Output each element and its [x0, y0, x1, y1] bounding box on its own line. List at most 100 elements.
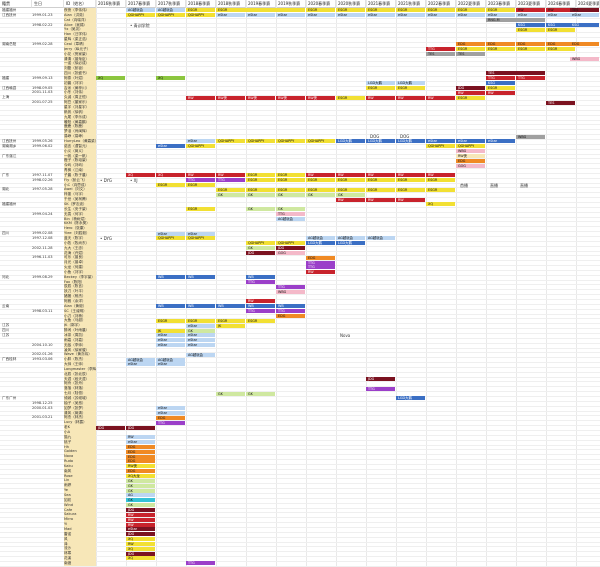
team-bar[interactable]: RW — [246, 299, 275, 304]
player-name-cell[interactable]: 暖阳（黄嘉鹏） — [64, 119, 96, 125]
team-bar[interactable]: eStar — [486, 139, 515, 144]
team-bar[interactable]: ESGR — [276, 173, 305, 178]
player-name-cell[interactable]: 月光（曾卓） — [64, 260, 96, 266]
team-bar[interactable]: ESGR — [366, 178, 395, 183]
team-bar[interactable]: AG超玩会 — [156, 8, 185, 13]
team-bar[interactable]: eStar — [426, 13, 455, 18]
team-bar[interactable]: WB — [246, 304, 275, 309]
team-bar[interactable]: eStar — [276, 13, 305, 18]
team-bar[interactable]: QGHAPPY — [246, 139, 275, 144]
birthday-cell[interactable]: 1998.02.26 — [32, 177, 53, 182]
team-bar[interactable]: ESGR — [546, 27, 575, 32]
region-cell[interactable]: 四川 — [2, 328, 10, 333]
region-cell[interactable]: 广西桂林 — [2, 357, 17, 362]
team-bar[interactable]: WB — [216, 304, 245, 309]
team-bar[interactable]: ESGR — [306, 187, 335, 192]
team-bar[interactable]: ESGR — [186, 207, 215, 212]
team-bar[interactable]: JDG — [126, 425, 155, 430]
column-header[interactable]: 2018秋季赛 — [216, 0, 246, 8]
player-name-cell[interactable]: 长生（安子豪） — [64, 206, 96, 212]
player-name-cell[interactable]: 易峥（易峥） — [64, 134, 96, 140]
team-bar[interactable]: RW — [186, 95, 215, 100]
player-name-cell[interactable]: 辰辰（陈言） — [64, 284, 96, 290]
team-bar[interactable]: ESGR — [246, 187, 275, 192]
birthday-cell[interactable]: 1997.11.07 — [32, 172, 53, 177]
birthday-cell[interactable]: 1998.09.05 — [32, 85, 53, 90]
team-bar[interactable]: GK — [216, 192, 245, 197]
team-bar[interactable]: RW — [366, 197, 395, 202]
region-cell[interactable]: 上海 — [2, 95, 10, 100]
player-name-cell[interactable]: 七月（陆恒） — [64, 391, 96, 397]
team-bar[interactable]: WBG — [276, 289, 305, 294]
player-name-cell[interactable]: 雨嘉（刘嘉） — [64, 337, 96, 343]
player-name-cell[interactable]: 妖刀（叶平） — [64, 289, 96, 295]
player-name-cell[interactable]: 凌风（徐家骏） — [64, 347, 96, 353]
player-name-cell[interactable]: Wave（黄亦炜） — [64, 352, 96, 358]
birthday-cell[interactable]: 1999.04.24 — [32, 211, 53, 216]
player-name-cell[interactable]: 阿泰（叶斌） — [64, 75, 96, 81]
team-bar[interactable]: EDG — [456, 158, 485, 163]
player-name-cell[interactable]: 小胖（陈杰） — [64, 357, 96, 363]
team-bar[interactable]: EDG — [306, 255, 335, 260]
team-bar[interactable]: ESGR — [366, 8, 395, 13]
team-bar[interactable]: JK — [216, 323, 245, 328]
region-cell[interactable]: 广东湛江 — [2, 153, 17, 158]
team-bar[interactable]: ESGR — [396, 86, 425, 90]
player-name-cell[interactable]: 冰茶（周凯） — [64, 332, 96, 338]
team-bar[interactable]: GK — [276, 207, 305, 212]
player-name-cell[interactable]: SK（罗志波） — [64, 202, 96, 207]
team-bar[interactable]: WB — [156, 304, 185, 309]
team-bar[interactable]: JDG — [366, 377, 395, 381]
player-name-cell[interactable]: 千世（吴柯腾） — [64, 197, 96, 203]
player-name-cell[interactable]: Alice（吴锦） — [64, 22, 96, 28]
region-cell[interactable]: 江西抚州 — [2, 138, 17, 143]
team-bar[interactable]: GK — [126, 488, 155, 493]
team-bar[interactable]: ESGR — [366, 187, 395, 192]
team-bar[interactable]: RW — [426, 173, 455, 178]
region-cell[interactable]: 云南 — [2, 303, 10, 308]
player-name-cell[interactable]: Han（汪学伟） — [64, 32, 96, 38]
player-name-cell[interactable]: Mirro — [64, 517, 96, 523]
player-name-cell[interactable]: Fly（彭云飞） — [64, 177, 96, 183]
team-bar[interactable]: ESGR — [336, 95, 365, 100]
team-bar[interactable]: AG超玩会 — [126, 357, 155, 362]
player-name-cell[interactable]: 今屿（刘屿） — [64, 163, 96, 169]
team-bar[interactable]: ESGR — [246, 173, 275, 178]
player-name-cell[interactable]: Sea — [64, 493, 96, 498]
column-header[interactable]: 2020春季赛 — [306, 0, 336, 8]
team-bar[interactable]: JDG — [126, 507, 155, 512]
team-bar[interactable]: WB — [186, 275, 215, 280]
player-name-cell[interactable]: 阿雅（余洋） — [64, 299, 96, 304]
team-bar[interactable]: TES — [486, 71, 545, 76]
player-name-cell[interactable]: 九大（王忠） — [64, 245, 96, 251]
team-bar[interactable]: WBG — [516, 134, 545, 139]
player-name-cell[interactable]: 一诺（徐必成） — [64, 61, 96, 67]
team-bar[interactable]: ESGR — [276, 178, 305, 183]
team-bar[interactable]: QGHAPPY — [306, 139, 335, 144]
player-name-cell[interactable]: 猫九 — [64, 434, 96, 440]
column-header[interactable]: 2023春季赛 — [486, 0, 516, 8]
player-name-cell[interactable]: Cat（向瑞洋） — [64, 17, 96, 23]
player-name-cell[interactable]: 吉米（黄梓川） — [64, 85, 96, 91]
team-bar[interactable]: QGHAPPY — [126, 13, 155, 18]
birthday-cell[interactable]: 1997.05.28 — [32, 187, 53, 192]
column-header[interactable]: 2018春季赛 — [186, 0, 216, 8]
column-header[interactable]: 2023夏季赛 — [516, 0, 546, 8]
birthday-cell[interactable]: 1997.12.08 — [32, 235, 53, 240]
player-name-cell[interactable]: 北辰（张北辰） — [64, 371, 96, 377]
player-name-cell[interactable]: Awei（刘文） — [64, 187, 96, 193]
team-bar[interactable]: ESGR — [426, 187, 455, 192]
player-name-cell[interactable]: 初晨（刘宇） — [64, 80, 96, 86]
player-name-cell[interactable]: 流沙 — [64, 546, 96, 552]
region-cell[interactable] — [2, 561, 32, 566]
region-cell[interactable]: 河北 — [2, 274, 10, 279]
region-cell[interactable]: 福建福州 — [2, 202, 17, 206]
team-bar[interactable]: GOG — [276, 250, 305, 255]
player-name-cell[interactable]: Sakura — [64, 512, 96, 518]
team-bar[interactable]: eStar — [156, 406, 185, 411]
team-bar[interactable]: eStar — [156, 231, 185, 236]
team-bar[interactable]: RW侠 — [126, 464, 155, 469]
player-name-cell[interactable]: Rudo — [64, 459, 96, 465]
region-cell[interactable]: 福建 — [2, 75, 10, 80]
team-bar[interactable]: EDG — [570, 42, 599, 47]
